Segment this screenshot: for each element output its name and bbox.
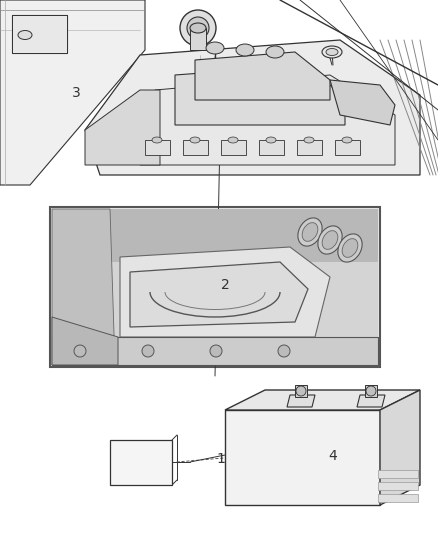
Polygon shape — [120, 247, 330, 337]
Polygon shape — [357, 395, 385, 407]
Bar — [145, 140, 170, 155]
Ellipse shape — [338, 234, 362, 262]
Bar — [335, 140, 360, 155]
Bar — [297, 140, 322, 155]
Ellipse shape — [266, 137, 276, 143]
Bar — [225, 410, 380, 505]
Polygon shape — [0, 0, 145, 185]
Polygon shape — [85, 40, 420, 175]
Polygon shape — [140, 75, 395, 165]
Text: 4: 4 — [328, 449, 337, 463]
Text: 2: 2 — [221, 278, 230, 292]
Bar — [295, 385, 307, 397]
Polygon shape — [330, 80, 395, 125]
Bar — [190, 28, 206, 50]
Bar — [259, 140, 284, 155]
Circle shape — [278, 345, 290, 357]
Polygon shape — [52, 209, 115, 365]
Ellipse shape — [326, 49, 338, 55]
Polygon shape — [225, 390, 420, 410]
Circle shape — [187, 17, 209, 39]
Ellipse shape — [190, 137, 200, 143]
Ellipse shape — [322, 46, 342, 58]
Bar — [365, 385, 377, 397]
Ellipse shape — [342, 239, 358, 257]
Circle shape — [210, 345, 222, 357]
Polygon shape — [175, 65, 345, 125]
Bar — [378, 482, 418, 490]
Text: 3: 3 — [72, 86, 81, 100]
Bar — [52, 209, 378, 365]
Ellipse shape — [228, 137, 238, 143]
Polygon shape — [85, 90, 160, 165]
Bar — [183, 140, 208, 155]
Text: 1: 1 — [217, 453, 226, 466]
Bar — [378, 470, 418, 478]
Ellipse shape — [298, 218, 322, 246]
Ellipse shape — [190, 23, 206, 33]
Ellipse shape — [302, 223, 318, 241]
Circle shape — [180, 10, 216, 46]
Polygon shape — [130, 262, 308, 327]
Ellipse shape — [266, 46, 284, 58]
Ellipse shape — [236, 44, 254, 56]
Ellipse shape — [318, 226, 342, 254]
Ellipse shape — [342, 137, 352, 143]
Polygon shape — [52, 317, 118, 365]
Bar — [52, 337, 378, 365]
Circle shape — [296, 386, 306, 396]
Bar — [110, 440, 172, 485]
Polygon shape — [287, 395, 315, 407]
Polygon shape — [380, 390, 420, 505]
Circle shape — [74, 345, 86, 357]
Polygon shape — [195, 52, 330, 100]
Bar — [378, 494, 418, 502]
Bar — [50, 207, 380, 367]
Bar — [52, 209, 378, 262]
Ellipse shape — [18, 30, 32, 39]
Ellipse shape — [206, 42, 224, 54]
Bar — [12, 15, 67, 53]
Circle shape — [142, 345, 154, 357]
Circle shape — [366, 386, 376, 396]
Ellipse shape — [322, 231, 338, 249]
Ellipse shape — [152, 137, 162, 143]
Bar — [221, 140, 246, 155]
Ellipse shape — [304, 137, 314, 143]
